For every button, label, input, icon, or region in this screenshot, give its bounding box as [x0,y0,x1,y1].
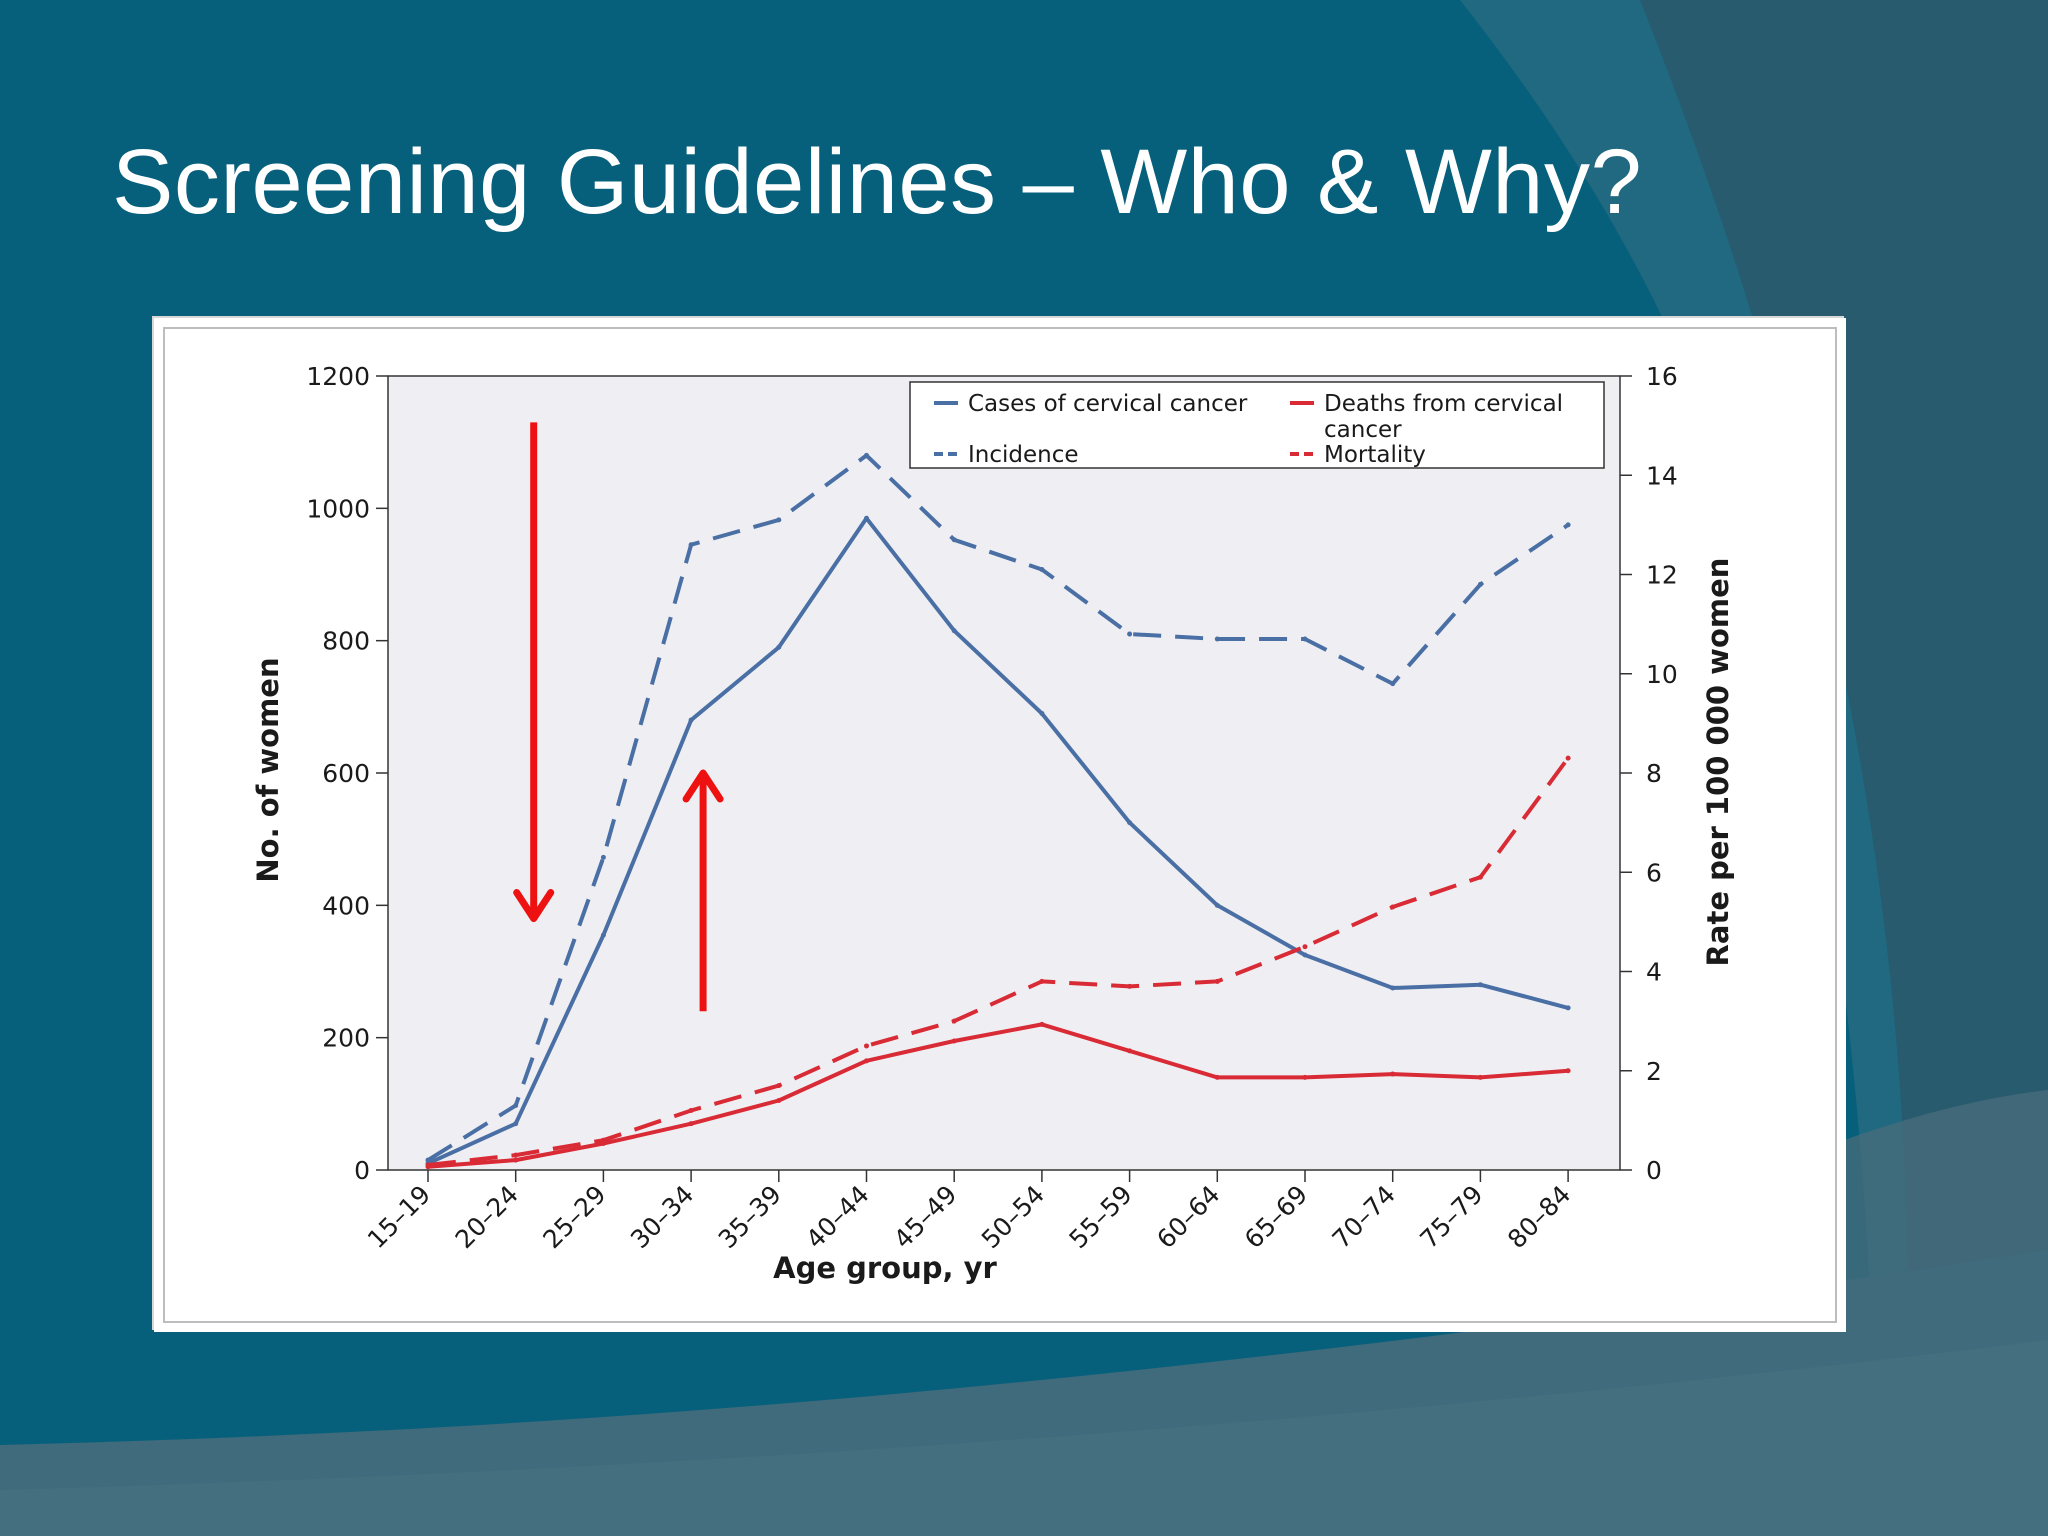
data-point-mortality [864,1043,869,1049]
legend-label: Mortality [1324,442,1426,468]
data-point-deaths-from-cervical-cancer [1390,1071,1396,1077]
y2-tick-label: 2 [1646,1057,1662,1086]
data-point-incidence [1039,567,1045,573]
data-point-deaths-from-cervical-cancer [1565,1068,1571,1074]
data-point-mortality [600,1137,606,1143]
data-point-incidence [600,854,606,860]
plot-area [387,375,1621,1171]
y-tick-label: 400 [322,891,370,920]
y2-tick-label: 16 [1646,362,1678,391]
annotation-arrowhead-down [513,889,555,923]
legend-label: Incidence [968,442,1079,468]
data-point-deaths-from-cervical-cancer [1302,1074,1308,1080]
data-point-cases-of-cervical-cancer [1214,902,1220,908]
data-point-deaths-from-cervical-cancer [864,1058,869,1064]
y2-tick-label: 4 [1646,958,1662,987]
data-point-cases-of-cervical-cancer [1390,985,1396,991]
legend-label: Cases of cervical cancer [968,391,1248,417]
data-point-deaths-from-cervical-cancer [1214,1074,1220,1080]
data-point-deaths-from-cervical-cancer [688,1121,694,1127]
data-point-mortality [425,1162,431,1168]
series-line-cases-of-cervical-cancer [427,516,1569,1166]
data-point-incidence [1565,522,1571,528]
data-point-cases-of-cervical-cancer [688,717,694,723]
series-line-incidence [426,453,1570,1162]
data-point-cases-of-cervical-cancer [513,1121,519,1127]
data-point-cases-of-cervical-cancer [1565,1005,1571,1011]
data-point-mortality [513,1152,519,1158]
data-point-incidence [425,1157,431,1163]
data-point-mortality [1214,978,1220,984]
slide-title: Screening Guidelines – Who & Why? [112,131,1643,233]
data-point-deaths-from-cervical-cancer [776,1098,782,1104]
legend-label: Deaths from cervical [1324,391,1563,417]
data-point-mortality [1477,874,1483,880]
chart-image: 0 200 400 600 800 1000 1200 0 2 4 6 8 10 12 14 16 15–19 2… [152,316,1846,1332]
data-point-mortality [1127,983,1133,989]
data-point-mortality [951,1018,957,1024]
data-point-cases-of-cervical-cancer [1302,952,1308,958]
data-point-cases-of-cervical-cancer [600,932,606,938]
data-point-incidence [776,517,782,523]
data-point-deaths-from-cervical-cancer [951,1038,957,1044]
data-point-incidence [951,537,957,543]
legend: Cases of cervical cancer Deaths from cerv… [909,381,1605,469]
data-point-cases-of-cervical-cancer [864,515,869,521]
y-tick-label: 1000 [306,494,370,523]
y2-tick-label: 10 [1646,660,1678,689]
data-point-mortality [1039,978,1045,984]
data-point-incidence [1477,581,1483,587]
data-point-incidence [1127,631,1133,637]
y-axis-title: No. of women [251,657,285,882]
data-point-deaths-from-cervical-cancer [1477,1074,1483,1080]
data-point-mortality [1390,904,1396,910]
series-line-mortality [427,756,1570,1167]
y2-tick-label: 6 [1646,858,1662,887]
data-point-cases-of-cervical-cancer [1477,982,1483,988]
data-point-mortality [1565,755,1571,761]
y-tick-label: 600 [322,759,370,788]
data-point-incidence [1302,636,1308,642]
data-point-deaths-from-cervical-cancer [1127,1048,1133,1054]
data-point-mortality [776,1083,782,1089]
x-axis-title: Age group, yr [773,1251,997,1285]
y2-axis-title: Rate per 100 000 women [1701,558,1735,967]
data-point-deaths-from-cervical-cancer [513,1157,519,1163]
y-tick-label: 200 [322,1024,370,1053]
series-line-deaths-from-cervical-cancer [427,1022,1569,1169]
legend-label: cancer [1324,417,1402,443]
y2-tick-label: 12 [1646,561,1678,590]
y-tick-label: 0 [354,1156,370,1185]
annotation-arrowhead-up [682,769,724,803]
y2-tick-label: 8 [1646,759,1662,788]
y2-tick-label: 0 [1646,1156,1662,1185]
data-point-cases-of-cervical-cancer [1039,710,1045,716]
y-tick-label: 1200 [306,362,370,391]
data-point-cases-of-cervical-cancer [951,628,957,634]
y2-tick-label: 14 [1646,461,1678,490]
data-point-incidence [1390,681,1396,687]
data-point-incidence [864,452,869,458]
y-tick-label: 800 [322,627,370,656]
legend-box [909,381,1605,469]
data-point-mortality [1302,944,1308,950]
data-point-mortality [688,1107,694,1113]
data-point-cases-of-cervical-cancer [1127,820,1133,826]
data-point-incidence [513,1102,519,1108]
inner-frame [163,327,1837,1323]
data-point-incidence [1214,636,1220,642]
data-point-deaths-from-cervical-cancer [1039,1021,1045,1027]
data-point-incidence [688,542,694,548]
data-point-cases-of-cervical-cancer [776,644,782,650]
